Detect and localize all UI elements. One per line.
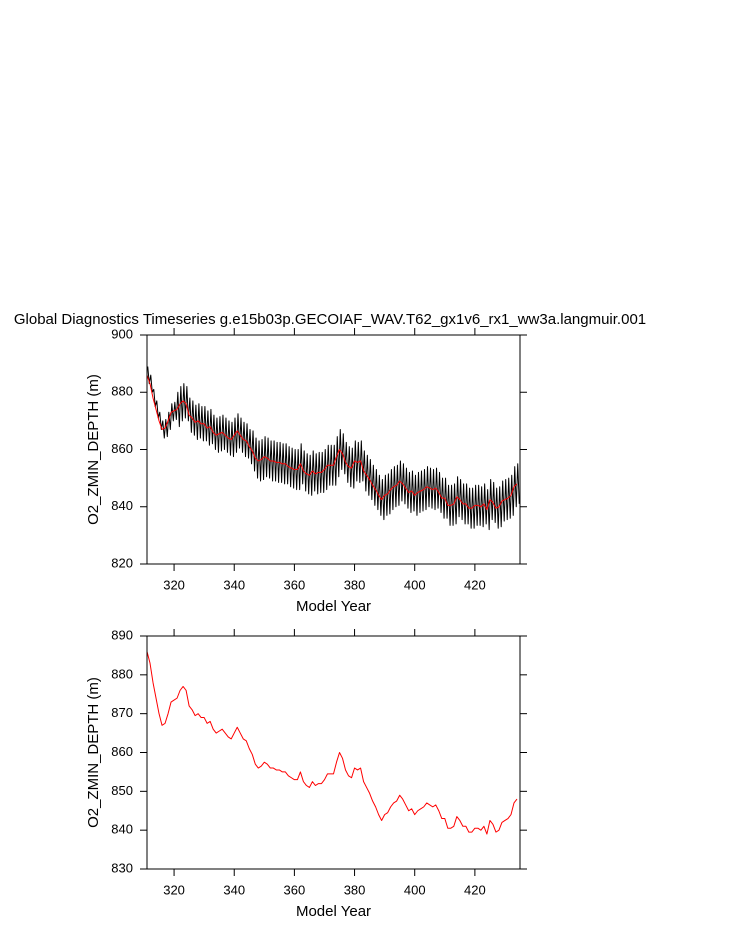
x-tick-label: 380 <box>344 577 366 592</box>
chart-title: Global Diagnostics Timeseries g.e15b03p.… <box>14 311 646 328</box>
y-axis-label: O2_ZMIN_DEPTH (m) <box>85 677 102 828</box>
x-tick-label: 420 <box>464 577 486 592</box>
x-tick-label: 340 <box>223 882 245 897</box>
y-tick-label: 860 <box>111 441 133 456</box>
y-axis-label: O2_ZMIN_DEPTH (m) <box>85 374 102 525</box>
x-tick-label: 360 <box>284 577 306 592</box>
plot-frame <box>146 635 521 870</box>
data-line <box>147 366 520 531</box>
y-tick-label: 890 <box>111 627 133 642</box>
data-line <box>146 651 518 835</box>
y-tick-label: 880 <box>111 384 133 399</box>
x-tick-label: 380 <box>344 882 366 897</box>
x-axis-label: Model Year <box>296 598 371 615</box>
x-axis-label: Model Year <box>296 903 371 920</box>
y-tick-label: 840 <box>111 822 133 837</box>
y-tick-label: 830 <box>111 860 133 875</box>
x-tick-label: 320 <box>163 882 185 897</box>
data-line <box>146 374 518 511</box>
plot-frame <box>146 334 521 565</box>
y-tick-label: 840 <box>111 498 133 513</box>
y-tick-label: 870 <box>111 705 133 720</box>
x-tick-label: 360 <box>284 882 306 897</box>
y-tick-label: 880 <box>111 666 133 681</box>
y-tick-label: 820 <box>111 555 133 570</box>
y-tick-label: 900 <box>111 326 133 341</box>
x-tick-label: 400 <box>404 882 426 897</box>
x-tick-label: 400 <box>404 577 426 592</box>
x-tick-label: 340 <box>223 577 245 592</box>
x-tick-label: 320 <box>163 577 185 592</box>
y-tick-label: 860 <box>111 744 133 759</box>
x-tick-label: 420 <box>464 882 486 897</box>
y-tick-label: 850 <box>111 783 133 798</box>
